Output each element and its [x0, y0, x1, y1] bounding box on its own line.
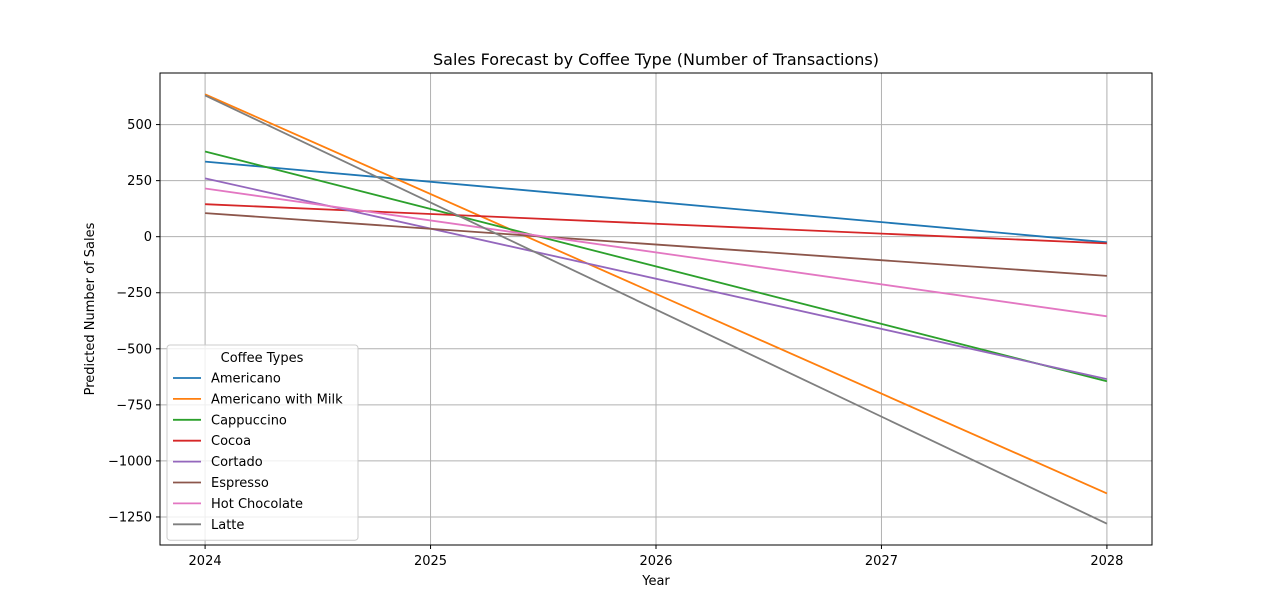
- legend-items: Americano Americano with Milk Cappuccino Co…: [173, 372, 343, 533]
- series-line-2: [204, 150, 1108, 383]
- legend-label-4: Cortado: [211, 455, 263, 470]
- series-lines: [204, 93, 1108, 525]
- y-axis-title: Predicted Number of Sales: [83, 222, 98, 395]
- x-tick-label: 2024: [189, 554, 222, 569]
- y-tick-label: 0: [144, 230, 152, 245]
- x-axis-title: Year: [641, 574, 670, 589]
- legend-label-3: Cocoa: [211, 434, 251, 449]
- legend-label-2: Cappuccino: [211, 413, 287, 428]
- legend-box: [166, 344, 359, 541]
- legend-label-0: Americano: [211, 372, 281, 387]
- x-tick-label: 2027: [865, 554, 898, 569]
- x-tick-label: 2028: [1090, 554, 1123, 569]
- series-line-6: [204, 187, 1108, 318]
- legend-label-7: Latte: [211, 518, 244, 533]
- series-line-3: [205, 203, 1107, 245]
- series-line-7: [204, 94, 1108, 525]
- series-line-1: [204, 93, 1108, 495]
- series-line-0: [205, 160, 1107, 244]
- y-tick-label: −500: [116, 342, 152, 357]
- y-tick-label: 250: [127, 174, 152, 189]
- y-tick-label: −1000: [108, 454, 152, 469]
- legend-label-5: Espresso: [211, 476, 269, 491]
- legend: Coffee Types Americano Americano with Mil…: [166, 344, 359, 541]
- chart-title: Sales Forecast by Coffee Type (Number of…: [433, 50, 879, 69]
- legend-label-1: Americano with Milk: [211, 392, 343, 407]
- series-line-5: [205, 212, 1107, 277]
- x-tick-label: 2026: [639, 554, 672, 569]
- x-axis-ticks: 2024 2025 2026 2027 2028: [189, 545, 1123, 569]
- y-axis-ticks: 500 250 0 −250 −500 −750 −1000 −1250: [108, 118, 160, 525]
- y-tick-label: 500: [127, 118, 152, 133]
- legend-title: Coffee Types: [221, 351, 304, 366]
- legend-label-6: Hot Chocolate: [211, 497, 303, 512]
- y-tick-label: −750: [116, 398, 152, 413]
- y-tick-label: −1250: [108, 510, 152, 525]
- series-line-4: [204, 177, 1108, 380]
- x-tick-label: 2025: [414, 554, 447, 569]
- y-tick-label: −250: [116, 286, 152, 301]
